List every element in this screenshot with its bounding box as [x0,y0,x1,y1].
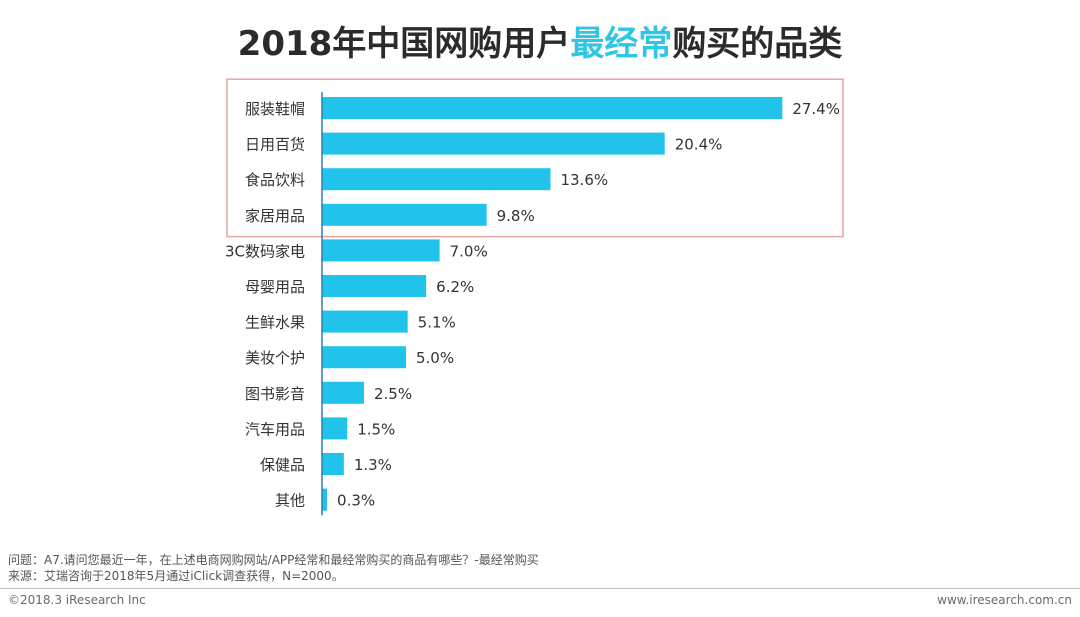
data-label: 5.1% [418,314,456,332]
category-label: 日用百货 [245,136,305,154]
bar [322,275,427,297]
data-label: 7.0% [450,242,488,260]
bar [322,417,348,440]
bar [322,97,783,119]
data-label: 6.2% [436,278,474,296]
data-label: 2.5% [374,385,412,403]
bar [322,310,408,333]
data-label: 1.3% [354,456,392,474]
website-link[interactable]: www.iresearch.com.cn [937,593,1072,607]
source-text: 艾瑞咨询于2018年5月通过iClick调查获得，N=2000。 [44,569,344,583]
question-text: A7.请问您最近一年，在上述电商网购网站/APP经常和最经常购买的商品有哪些？-… [44,553,539,567]
title-suffix: 购买的品类 [672,24,843,64]
footer-divider [0,588,1080,589]
bar [322,346,406,369]
bar [322,132,665,155]
bar [322,239,440,262]
category-label: 家居用品 [245,207,305,225]
question-label: 问题： [8,553,45,567]
highlight-box [226,78,844,238]
data-label: 27.4% [792,100,840,118]
category-label: 图书影音 [245,385,305,403]
data-label: 5.0% [416,349,454,367]
data-label: 0.3% [337,492,375,510]
data-label: 9.8% [497,207,535,225]
category-label: 保健品 [260,456,305,474]
category-label: 美妆个护 [245,349,305,367]
copyright-text: ©2018.3 iResearch Inc [8,593,146,607]
source-note: 来源：艾瑞咨询于2018年5月通过iClick调查获得，N=2000。 [8,567,344,584]
bar [322,488,328,511]
bar [322,203,487,226]
data-label: 13.6% [560,171,608,189]
category-label: 母婴用品 [245,278,305,296]
data-label: 20.4% [675,136,723,154]
title-prefix: 2018年中国网购用户 [237,24,571,64]
category-label: 服装鞋帽 [245,100,305,118]
source-label: 来源： [8,569,45,583]
category-label: 其他 [275,492,305,510]
category-label: 3C数码家电 [225,242,305,260]
bar [322,453,344,475]
question-note: 问题：A7.请问您最近一年，在上述电商网购网站/APP经常和最经常购买的商品有哪… [8,551,539,568]
category-label: 食品饮料 [245,171,305,189]
category-label: 汽车用品 [245,420,305,438]
bar [322,381,364,404]
category-label: 生鲜水果 [245,314,305,332]
data-label: 1.5% [357,420,395,438]
title-highlight: 最经常 [570,24,673,64]
bar [322,168,551,191]
page-title: 2018年中国网购用户最经常购买的品类 [0,16,1080,65]
